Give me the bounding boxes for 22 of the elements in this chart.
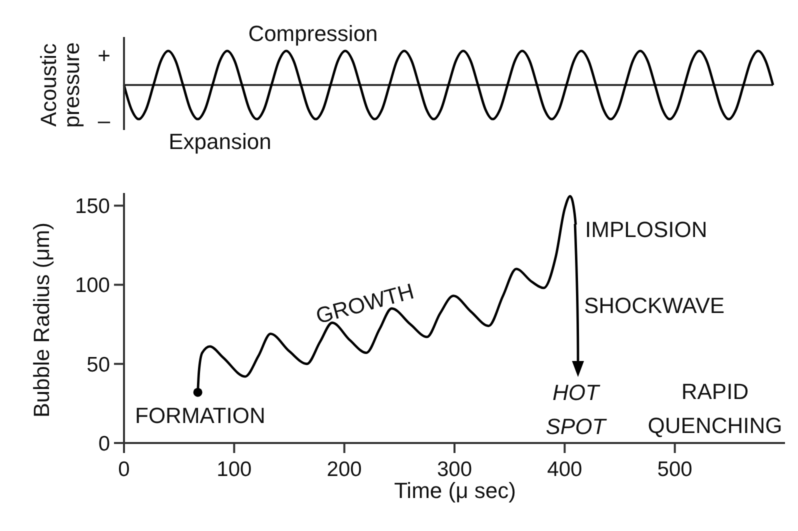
x-tick-label: 100 <box>216 458 252 481</box>
y-tick-label: 50 <box>86 353 110 376</box>
x-tick-label: 300 <box>436 458 472 481</box>
text: Compression <box>247 20 379 48</box>
annotation: RAPID QUENCHING <box>646 378 784 440</box>
text: Expansion <box>168 129 272 154</box>
x-tick-label: 400 <box>547 458 582 481</box>
annotation: FORMATION <box>135 402 266 430</box>
x-tick-label: 500 <box>657 458 692 481</box>
y-axis-title: Bubble Radius (μm) <box>28 222 56 420</box>
y-axis-title: Acoustic pressure <box>34 41 85 130</box>
y-tick-label: 0 <box>98 432 110 456</box>
text: – <box>98 108 110 133</box>
x-tick-label: 200 <box>326 458 362 481</box>
annotation: IMPLOSION <box>585 216 708 244</box>
annotation: SHOCKWAVE <box>584 292 726 320</box>
x-axis-title: Time (μ sec) <box>394 478 516 503</box>
y-tick-label: 150 <box>74 195 110 218</box>
annotation: HOT SPOT <box>544 378 608 441</box>
y-tick-label: 100 <box>74 274 110 298</box>
text: + <box>98 43 110 68</box>
x-tick-label: 0 <box>118 458 130 481</box>
